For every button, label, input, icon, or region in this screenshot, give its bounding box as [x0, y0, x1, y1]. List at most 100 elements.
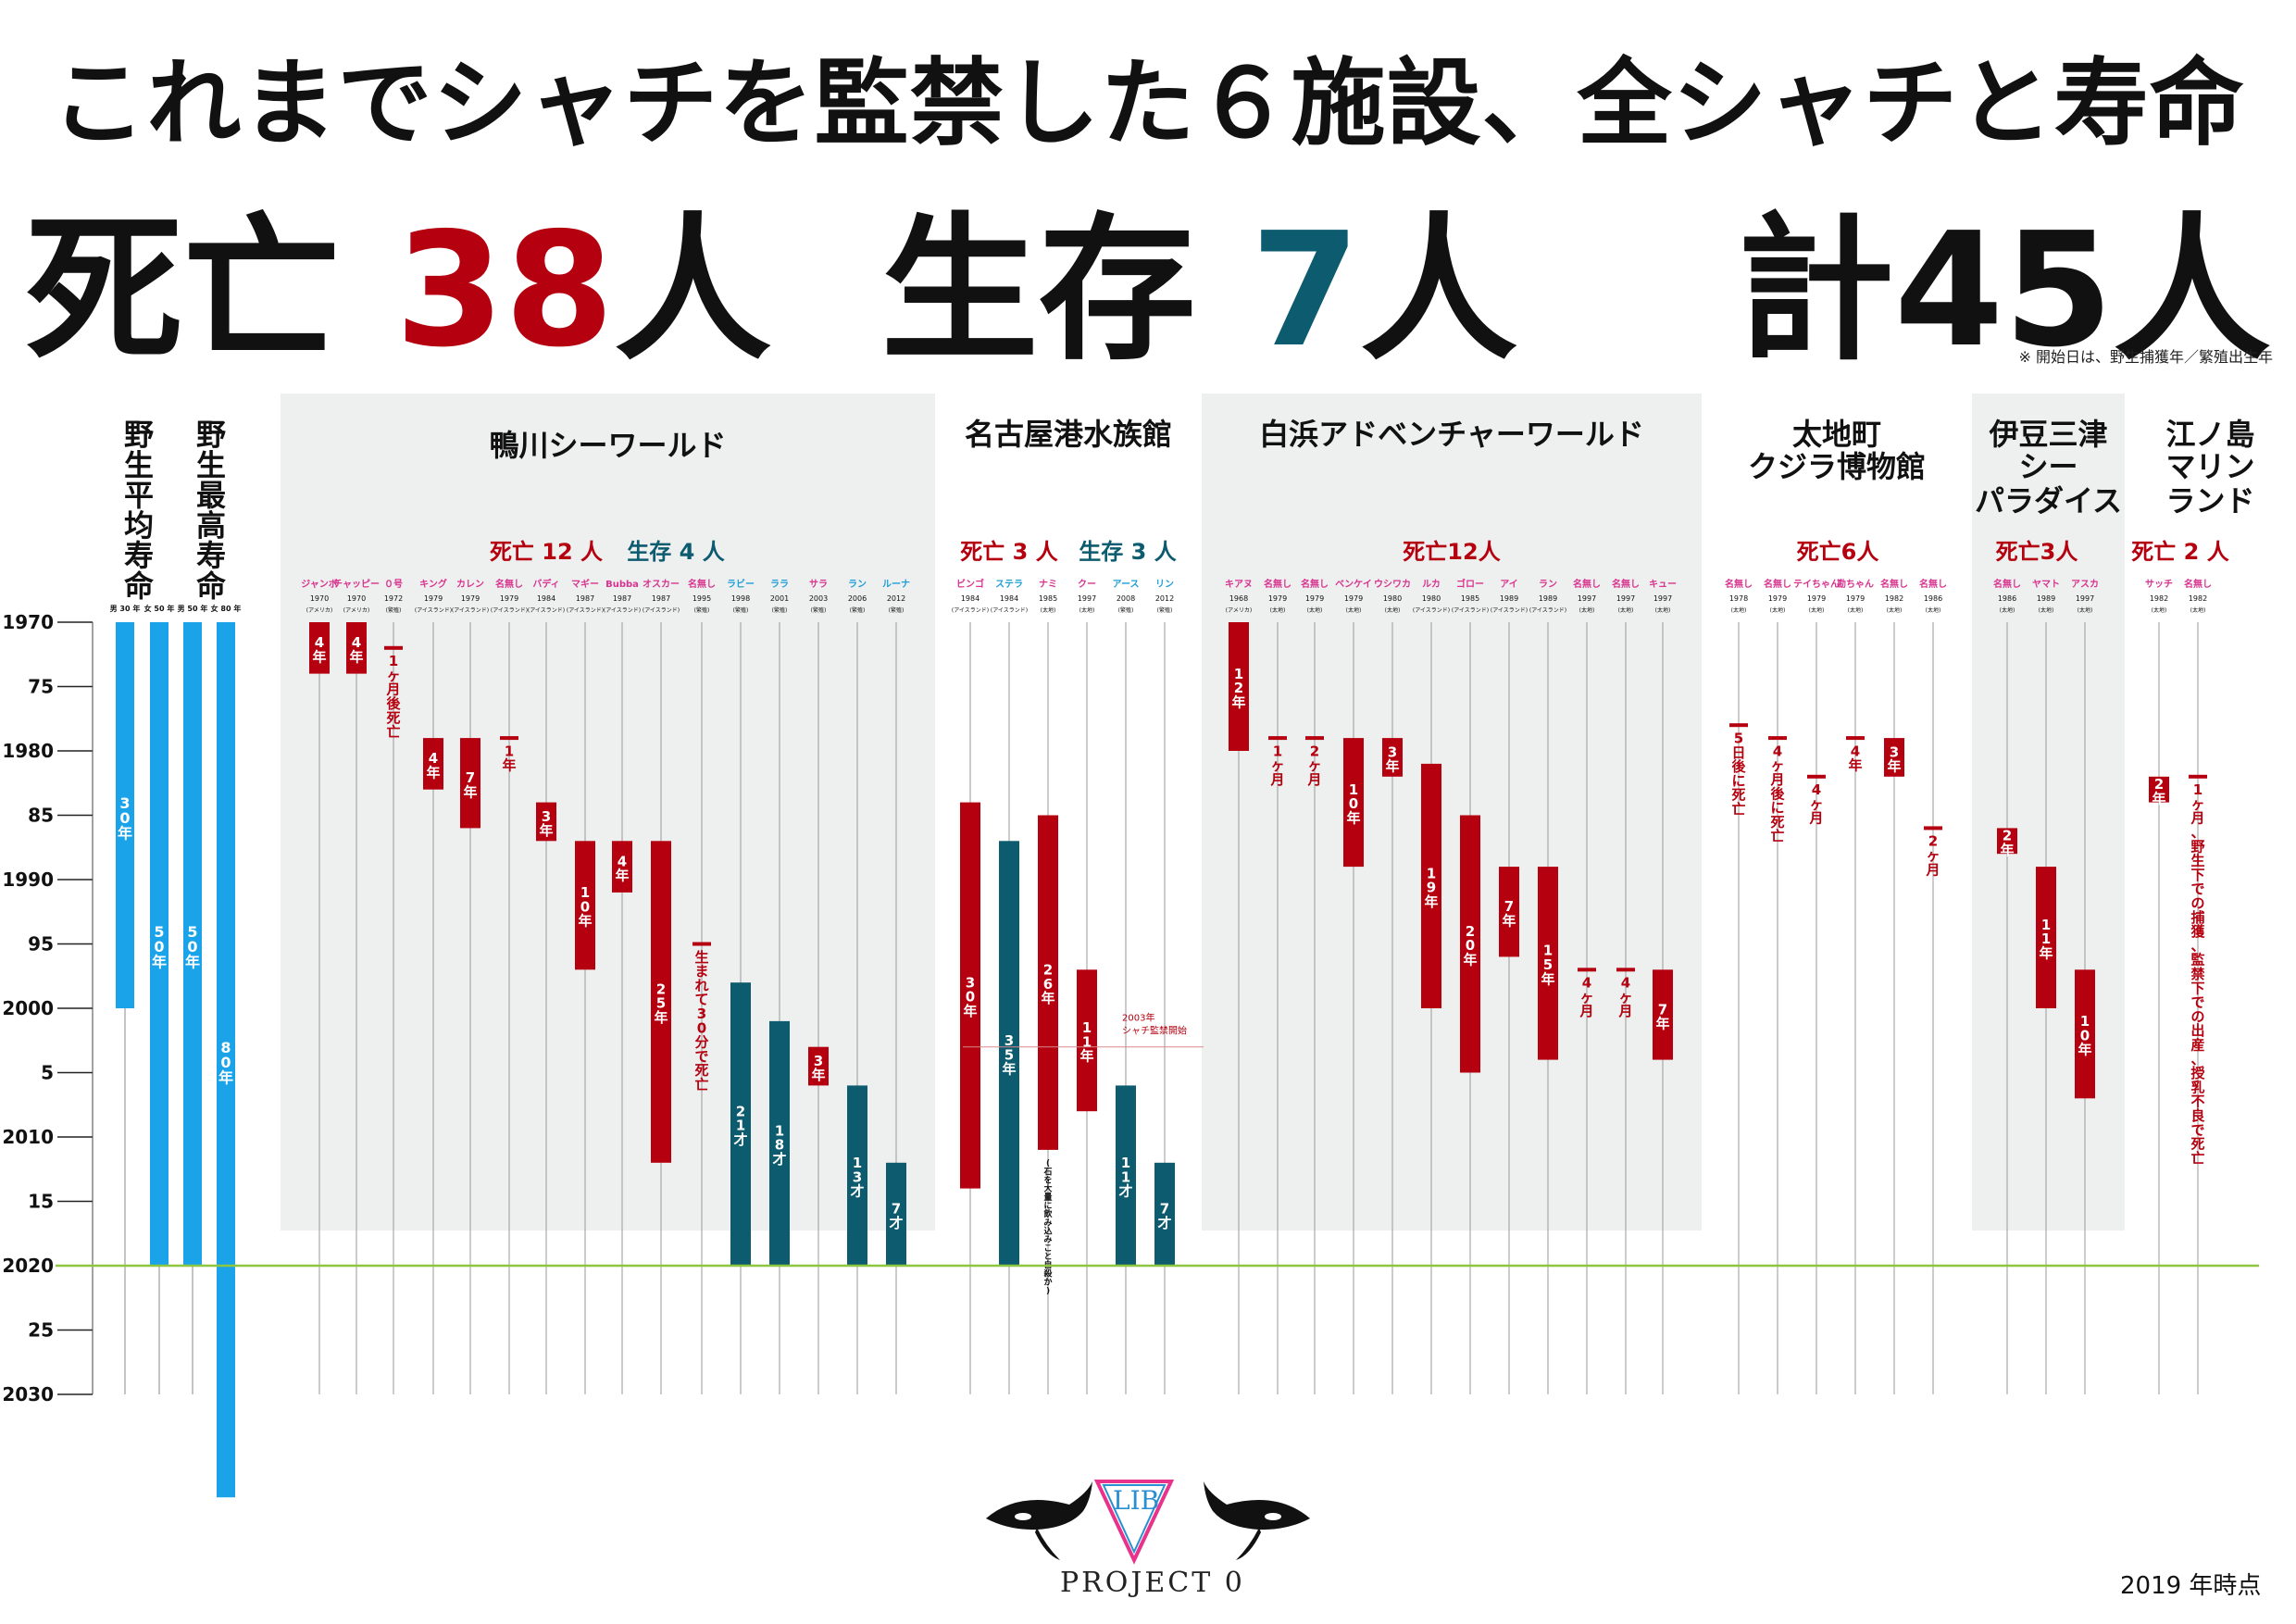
orca-bar [575, 841, 595, 970]
y-tick-label: 2000 [2, 997, 54, 1019]
svg-text:1: 1 [389, 653, 398, 669]
orca-bar [960, 802, 980, 1189]
orca-bar-text: 26年 [1041, 962, 1054, 1007]
orca-name: ウシワカ [1374, 579, 1411, 590]
left-orca-icon [986, 1481, 1092, 1560]
svg-text:4: 4 [1582, 975, 1591, 992]
y-tick-label: 95 [28, 933, 54, 956]
orca-bar-text: 2ヶ月 [1306, 743, 1321, 788]
svg-text:2: 2 [1928, 833, 1938, 850]
svg-text:3: 3 [814, 1053, 823, 1069]
svg-text:2: 2 [2154, 776, 2164, 793]
orca-bar-text: 11才 [1118, 1155, 1132, 1200]
svg-text:月: 月 [1808, 810, 1823, 827]
orca-bar [346, 622, 367, 674]
svg-text:に: に [1043, 1201, 1052, 1211]
svg-text:1: 1 [1349, 781, 1358, 798]
orca-origin: (太地) [1809, 606, 1825, 614]
svg-text:で: で [2190, 881, 2204, 897]
svg-text:平: 平 [124, 478, 154, 513]
orca-year: 1987 [576, 594, 594, 603]
svg-text:み: み [1043, 1218, 1052, 1228]
svg-text:0: 0 [2080, 1027, 2090, 1043]
right-orca-icon [1204, 1481, 1310, 1560]
orca-name: ジャンボ [301, 578, 338, 590]
facility-dead-count: 死亡 3 人 [960, 539, 1057, 565]
svg-text:で: で [2190, 994, 2204, 1011]
svg-text:5: 5 [656, 995, 666, 1012]
orca-bar [460, 738, 480, 829]
orca-origin: (アイスランド) [643, 607, 680, 614]
orca-year: 1987 [613, 594, 631, 603]
svg-text:年: 年 [218, 1069, 233, 1087]
orca-origin: (繁殖) [694, 606, 710, 614]
svg-text:0: 0 [580, 898, 590, 915]
orca-bar-text: 3年 [811, 1053, 825, 1083]
alive-count: 7 [1250, 199, 1361, 382]
orca-bar [769, 1020, 790, 1266]
svg-text:年: 年 [2039, 944, 2053, 961]
svg-text:0: 0 [220, 1054, 231, 1071]
facility-alive-count: 生存 3 人 [1079, 539, 1176, 565]
orca-year: 2006 [848, 594, 867, 603]
svg-text:才: 才 [1118, 1183, 1132, 1200]
svg-text:年: 年 [1541, 970, 1554, 987]
svg-text:1: 1 [1273, 743, 1282, 759]
svg-text:こ: こ [1043, 1243, 1052, 1254]
orca-bar [1616, 968, 1635, 972]
orca-name: ルカ [1422, 579, 1441, 590]
orca-year: 1979 [424, 594, 443, 603]
svg-text:7: 7 [466, 769, 475, 786]
orca-bar [1578, 968, 1596, 972]
wild-bar-label: 男 50 年 [178, 604, 208, 613]
orca-year: 1979 [1344, 594, 1363, 603]
orca-bar [612, 841, 632, 893]
svg-text:で: で [2190, 1121, 2204, 1138]
svg-text:才: 才 [772, 1151, 786, 1168]
svg-text:年: 年 [578, 913, 592, 930]
orca-origin: (アイスランド) [1529, 607, 1566, 614]
orca-origin: (アイスランド) [604, 607, 641, 614]
orca-bar-text: 21才 [733, 1103, 747, 1148]
orca-origin: (太地) [2000, 606, 2015, 614]
orca-name: アイ [1500, 579, 1518, 590]
orca-name: ゴロー [1456, 578, 1484, 590]
orca-bar-text: 1ヶ月 [1269, 743, 1284, 788]
svg-text:亡: 亡 [386, 724, 400, 741]
orca-year: 1980 [1383, 594, 1402, 603]
svg-text:年: 年 [463, 783, 477, 800]
orca-name: オスカー [643, 579, 680, 590]
logo [986, 1480, 1310, 1565]
orca-bar [808, 1046, 829, 1086]
svg-text:に: に [1731, 772, 1745, 789]
orca-year: 2012 [1155, 594, 1174, 603]
svg-text:を: を [1043, 1175, 1052, 1185]
svg-text:1: 1 [2193, 781, 2202, 798]
annotation-year: 2003年 [1122, 1012, 1154, 1024]
orca-year: 1970 [347, 594, 366, 603]
orca-name: キング [419, 578, 447, 590]
svg-text:3: 3 [853, 1168, 862, 1185]
orca-name: リン [1155, 579, 1174, 590]
orca-bar [847, 1085, 867, 1266]
svg-text:日: 日 [1731, 744, 1745, 761]
svg-text:捕: 捕 [2190, 909, 2204, 926]
svg-text:月: 月 [385, 681, 400, 698]
orca-year: 1979 [1768, 594, 1787, 603]
svg-text:不: 不 [2190, 1093, 2204, 1110]
orca-origin: (太地) [1270, 606, 1286, 614]
svg-text:1: 1 [1543, 943, 1553, 959]
orca-bar-text: 1年 [502, 743, 516, 773]
svg-text:最: 最 [196, 478, 226, 513]
orca-year: 1998 [731, 594, 750, 603]
svg-text:2: 2 [1466, 923, 1475, 940]
svg-text:後: 後 [1769, 785, 1785, 802]
orca-bar [1154, 1162, 1175, 1266]
svg-text:2: 2 [1234, 680, 1243, 696]
svg-text:ヶ: ヶ [1809, 795, 1823, 812]
svg-text:1: 1 [853, 1155, 862, 1171]
svg-text:寿: 寿 [196, 538, 226, 573]
svg-text:4: 4 [618, 853, 627, 869]
orca-bar [1997, 828, 2017, 855]
